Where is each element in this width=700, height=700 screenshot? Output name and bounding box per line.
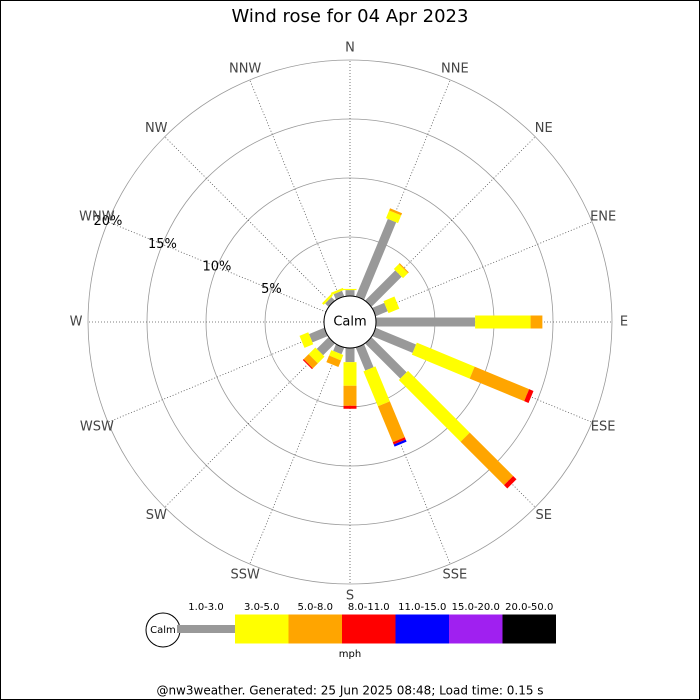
legend-swatch: [342, 614, 396, 644]
legend-swatch: [395, 614, 449, 644]
bar-segment: [469, 366, 530, 402]
r-tick-label: 10%: [203, 259, 232, 274]
direction-label: NNW: [229, 61, 261, 76]
legend-label: 8.0-11.0: [348, 602, 390, 613]
bar-segment: [302, 359, 313, 370]
legend-swatch: [177, 625, 235, 633]
bar-segment: [326, 355, 342, 368]
bar-segment: [363, 366, 390, 407]
bar-segment: [343, 385, 357, 406]
bar-segment: [372, 302, 388, 317]
grid-ring: [87, 59, 613, 585]
legend-label: 1.0-3.0: [188, 602, 223, 613]
bar-segment: [377, 401, 405, 443]
direction-label: S: [346, 589, 354, 604]
r-tick-label: 15%: [148, 237, 177, 252]
bar-segment: [343, 362, 357, 386]
bar-segment: [329, 350, 344, 361]
bar-segment: [343, 405, 357, 409]
legend: Calm mph 1.0-3.0 3.0-5.0 5.0-8.0 8.0-11.0 11…: [145, 602, 556, 660]
bar-segment: [392, 437, 406, 445]
bar-segment: [372, 327, 417, 353]
bar-segment: [308, 327, 328, 343]
bar-segment: [460, 432, 514, 486]
spoke: [249, 79, 341, 299]
calm-label: Calm: [333, 315, 366, 330]
bar-segment: [345, 348, 355, 363]
bar-segment: [524, 389, 534, 403]
bar-segment: [386, 210, 402, 224]
bar-segment: [393, 439, 407, 447]
bar-segment: [389, 208, 403, 216]
bar-segment: [365, 270, 402, 307]
direction-label: WSW: [80, 419, 114, 434]
direction-label: E: [620, 315, 628, 330]
legend-swatch: [449, 614, 503, 644]
spoke: [107, 221, 327, 313]
direction-label: NNE: [441, 61, 469, 76]
direction-label: W: [70, 315, 83, 330]
bar-segment: [365, 337, 407, 379]
direction-label: ESE: [591, 419, 616, 434]
spoke: [373, 221, 593, 313]
bar-segment: [330, 287, 344, 296]
bar-segment: [411, 342, 475, 379]
bar-segment: [398, 263, 409, 274]
spoke: [164, 340, 332, 508]
direction-label: NE: [535, 121, 553, 136]
bar-segment: [383, 296, 400, 314]
bar-segment: [355, 218, 397, 300]
direction-label: SW: [146, 508, 167, 523]
direction-label: N: [345, 41, 355, 56]
legend-swatch: [502, 614, 556, 644]
legend-label: 15.0-20.0: [452, 602, 500, 613]
bar-segment: [308, 347, 325, 364]
bar-segment: [316, 337, 335, 356]
calm-circle: [323, 295, 377, 349]
bar-segment: [475, 315, 531, 329]
chart-title: Wind rose for 04 Apr 2023: [232, 6, 469, 27]
legend-label: 3.0-5.0: [244, 602, 279, 613]
direction-label: SSE: [442, 568, 467, 583]
bar-segment: [355, 344, 374, 371]
direction-label: ENE: [590, 210, 616, 225]
bar-segment: [530, 315, 543, 329]
bar-segment: [345, 290, 355, 296]
bar-segment: [322, 294, 333, 305]
r-tick-label: 20%: [93, 214, 122, 229]
spoke: [164, 136, 332, 304]
legend-swatch: [288, 614, 342, 644]
legend-swatch: [235, 614, 289, 644]
bar-segment: [376, 317, 476, 327]
bar-segment: [325, 297, 335, 307]
bar-segment: [503, 475, 517, 489]
footer: @nw3weather. Generated: 25 Jun 2025 08:4…: [156, 684, 543, 698]
bar-segment: [333, 290, 345, 300]
direction-label: NW: [145, 121, 168, 136]
bar-segment: [299, 332, 314, 348]
spoke: [249, 345, 341, 565]
spoke: [107, 331, 327, 423]
legend-unit: mph: [339, 649, 361, 660]
direction-label: SE: [536, 508, 552, 523]
legend-calm-label: Calm: [150, 625, 176, 636]
r-tick-label: 5%: [261, 282, 282, 297]
bar-segment: [398, 370, 470, 442]
direction-label: SSW: [230, 568, 260, 583]
bar-segment: [393, 263, 409, 279]
bar-segment: [343, 288, 357, 291]
legend-label: 20.0-50.0: [505, 602, 553, 613]
bars: [299, 208, 543, 489]
legend-label: 11.0-15.0: [398, 602, 446, 613]
direction-label: WNW: [79, 210, 115, 225]
legend-label: 5.0-8.0: [298, 602, 333, 613]
bar-segment: [303, 354, 318, 369]
